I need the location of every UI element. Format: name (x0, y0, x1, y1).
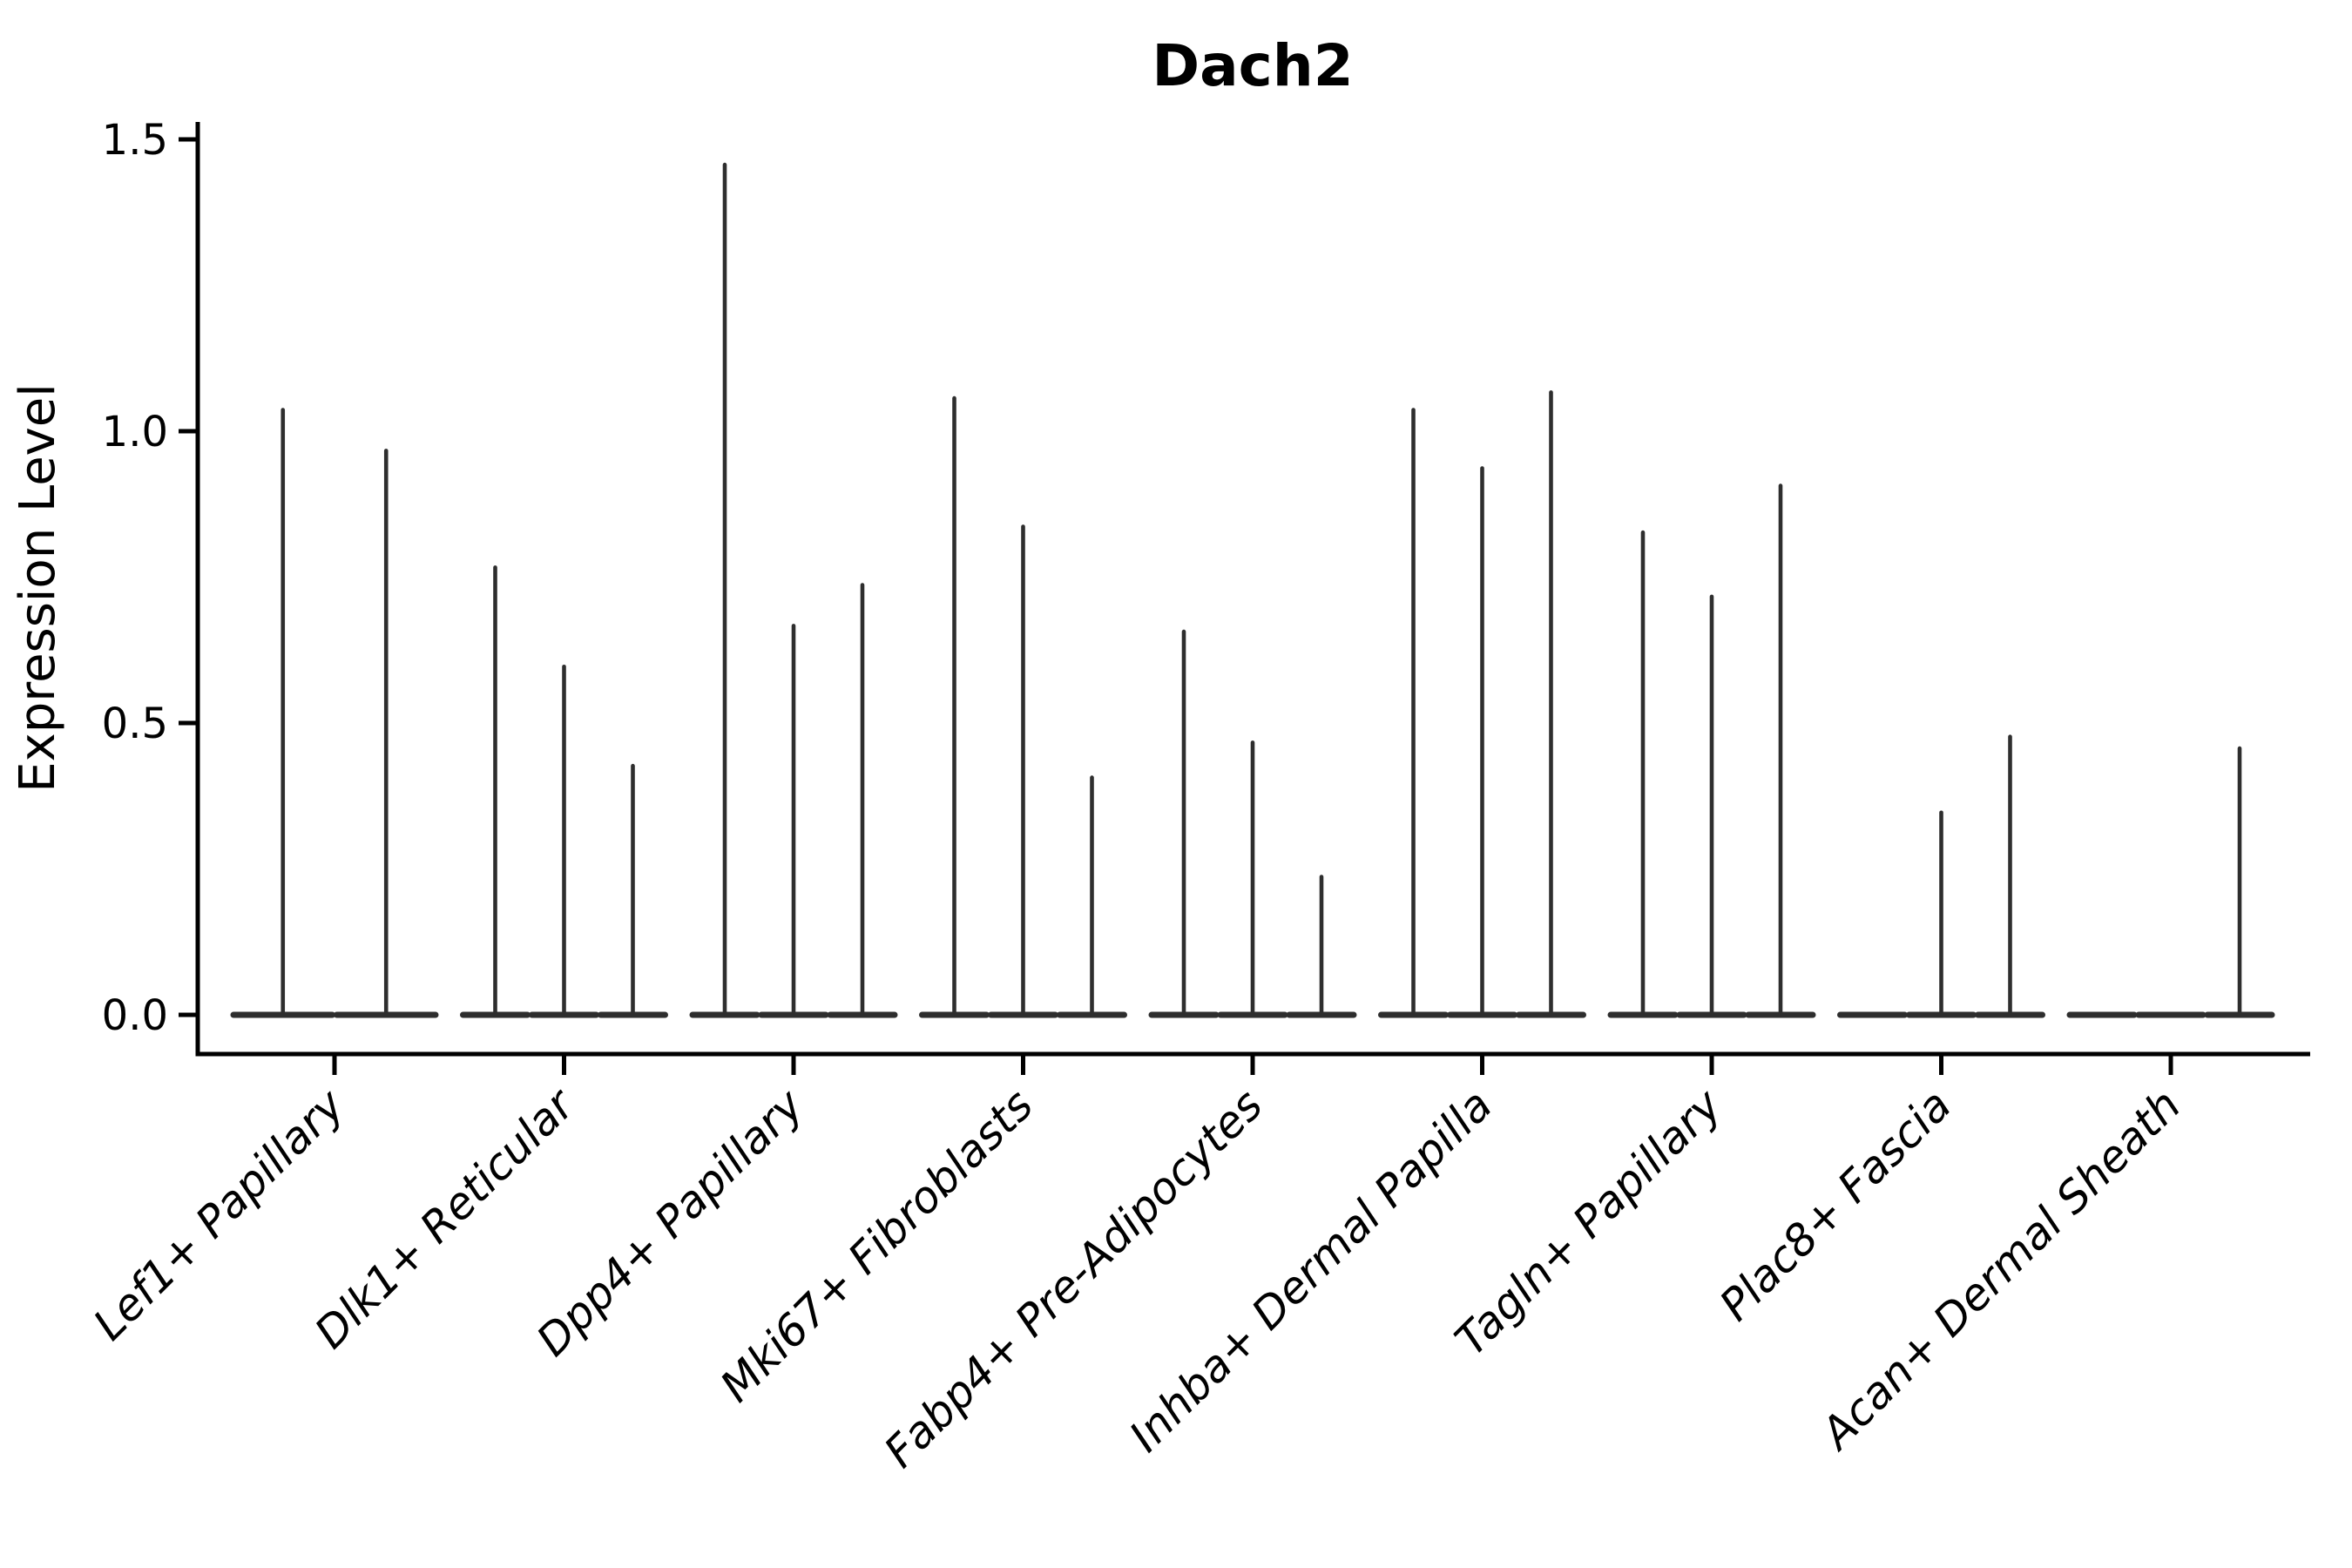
violin-spike (631, 763, 635, 1017)
y-tick-label: 1.5 (102, 116, 168, 165)
violin-spike (562, 665, 566, 1017)
violin-spike (1250, 740, 1255, 1017)
violins-layer (230, 162, 2275, 1018)
y-axis-label: Expression Level (10, 383, 66, 793)
violin-spike (1939, 810, 1943, 1017)
violin-spike (1319, 875, 1324, 1017)
violin-group (1148, 629, 1357, 1018)
x-tick-label: Inhba+ Dermal Papilla (1120, 1079, 1502, 1461)
violin-spike (791, 624, 796, 1017)
violin-group (2066, 746, 2275, 1018)
y-tick-label: 0.5 (102, 700, 168, 748)
x-tick-label: Plac8+ Fascia (1710, 1079, 1961, 1330)
y-tick-label: 1.0 (102, 408, 168, 456)
violin-spike (2008, 734, 2012, 1017)
chart-title: Dach2 (1152, 32, 1353, 99)
violin-group (689, 162, 898, 1018)
violin-spike (722, 162, 727, 1017)
violin-baseline (2066, 1011, 2138, 1018)
violin-group (1607, 483, 1816, 1018)
violin-spike (493, 565, 497, 1017)
violin-spike (1549, 390, 1553, 1017)
violin-spike (1181, 629, 1186, 1017)
violin-spike (2237, 746, 2242, 1017)
violin-spike (1411, 408, 1416, 1017)
violin-baseline (2135, 1011, 2207, 1018)
x-tick-label: Fabp4+ Pre-Adipocytes (875, 1079, 1273, 1477)
violin-group (919, 395, 1127, 1018)
violin-group (1837, 734, 2045, 1018)
violin-baseline (1837, 1011, 1908, 1018)
violin-spike (1709, 594, 1714, 1017)
y-axis: 0.0 0.5 1.0 1.5 (102, 116, 198, 1040)
violin-spike (1778, 483, 1783, 1017)
violin-spike (860, 583, 865, 1017)
violin-group (230, 408, 439, 1018)
violin-group (1378, 390, 1586, 1018)
violin-spike (1090, 775, 1094, 1017)
violin-spike (952, 395, 956, 1017)
y-tick-label: 0.0 (102, 991, 168, 1040)
violin-spike (1640, 530, 1646, 1017)
x-tick-label: Lef1+ Papillary (84, 1078, 355, 1349)
violin-spike (1021, 524, 1025, 1017)
violin-group (460, 565, 668, 1018)
violin-spike (383, 449, 389, 1017)
violin-spike (280, 408, 286, 1017)
violin-spike (1480, 466, 1484, 1017)
